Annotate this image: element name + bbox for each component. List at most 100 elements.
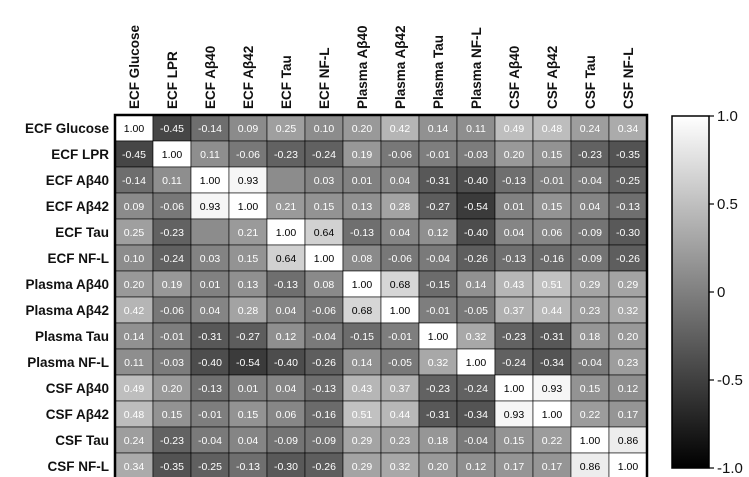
- heatmap-cell: [228, 400, 268, 428]
- cell-value-label: 0.20: [162, 383, 183, 395]
- heatmap-cell: [380, 296, 420, 324]
- cell-value-label: 1.00: [124, 123, 145, 135]
- cell-value-label: 1.00: [276, 227, 297, 239]
- cell-value-label: 0.34: [124, 461, 145, 473]
- row-label-ecf-ab42: ECF Aβ42: [46, 199, 109, 214]
- col-label-plasma-tau: Plasma Tau: [431, 35, 446, 109]
- cell-value-label: 1.00: [542, 409, 563, 421]
- heatmap-cell: [228, 348, 268, 376]
- cell-value-label: 0.13: [352, 201, 373, 213]
- cell-value-label: 0.32: [428, 357, 449, 369]
- cell-value-label: 0.06: [542, 227, 563, 239]
- cell-value-label: 0.37: [390, 383, 411, 395]
- heatmap-cell: [304, 114, 344, 142]
- cell-value-label: 0.17: [618, 409, 639, 421]
- heatmap-cell: [342, 296, 382, 324]
- heatmap-cell: [456, 426, 496, 454]
- cell-value-label: -0.31: [426, 175, 450, 187]
- cell-value-label: -0.01: [160, 331, 184, 343]
- heatmap-cell: [152, 296, 192, 324]
- cell-value-label: 0.19: [352, 149, 373, 161]
- cell-value-label: -0.06: [388, 149, 412, 161]
- heatmap-cell: [228, 374, 268, 402]
- cell-value-label: -0.34: [540, 357, 564, 369]
- cell-value-label: 0.09: [124, 201, 145, 213]
- heatmap-cell: [380, 114, 420, 142]
- heatmap-cell: [418, 322, 458, 350]
- heatmap-cell: [228, 192, 268, 220]
- cell-value-label: 0.15: [542, 201, 563, 213]
- heatmap-cell: [266, 452, 306, 477]
- cell-value-label: 0.86: [580, 461, 601, 473]
- col-label-ecf-tau: ECF Tau: [279, 55, 294, 109]
- cell-value-label: 0.04: [200, 305, 221, 317]
- heatmap-cell: [380, 244, 420, 272]
- cell-value-label: 0.44: [390, 409, 411, 421]
- cell-value-label: 0.32: [618, 305, 639, 317]
- cell-value-label: 0.34: [618, 123, 639, 135]
- cell-value-label: 0.12: [428, 227, 449, 239]
- heatmap-cell: [380, 452, 420, 477]
- cell-value-label: -0.13: [236, 461, 260, 473]
- cell-value-label: 0.37: [504, 305, 525, 317]
- cell-value-label: -0.31: [540, 331, 564, 343]
- cell-value-label: 0.20: [428, 461, 449, 473]
- cell-value-label: 0.23: [390, 435, 411, 447]
- cell-value-label: 0.21: [276, 201, 297, 213]
- cell-value-label: 0.17: [504, 461, 525, 473]
- cell-value-label: 0.03: [314, 175, 335, 187]
- cell-value-label: 0.43: [352, 383, 373, 395]
- col-label-csf-ab40: CSF Aβ40: [507, 46, 522, 109]
- cell-value-label: 0.42: [390, 123, 411, 135]
- heatmap-cell: [152, 270, 192, 298]
- heatmap-cell: [342, 348, 382, 376]
- heatmap-cell: [494, 244, 534, 272]
- cell-value-label: 0.18: [428, 435, 449, 447]
- cell-value-label: 0.11: [124, 357, 144, 369]
- heatmap-border: [113, 113, 649, 477]
- heatmap-cell: [418, 140, 458, 168]
- heatmap-cell: [114, 374, 154, 402]
- cell-value-label: 0.14: [428, 123, 449, 135]
- row-label-plasma-tau: Plasma Tau: [35, 329, 109, 344]
- cell-value-label: -0.30: [274, 461, 298, 473]
- heatmap-cell: [190, 140, 230, 168]
- cell-value-label: 0.11: [200, 149, 220, 161]
- colorbar-ticks: 1.0 0.5 0 -0.5 -1.0: [709, 108, 743, 477]
- cell-value-label: 0.14: [124, 331, 145, 343]
- heatmap-cell: [494, 296, 534, 324]
- cell-value-label: -0.26: [464, 253, 488, 265]
- cell-value-label: 0.28: [390, 201, 411, 213]
- heatmap-cell: [608, 296, 648, 324]
- cell-value-label: -0.06: [388, 253, 412, 265]
- cell-value-label: 0.04: [504, 227, 525, 239]
- cell-value-label: 0.04: [238, 435, 259, 447]
- cell-value-label: -0.03: [464, 149, 488, 161]
- col-label-ecf-nf-l: ECF NF-L: [317, 48, 332, 110]
- cell-value-label: -0.26: [312, 357, 336, 369]
- cell-value-label: 1.00: [504, 383, 525, 395]
- heatmap-cell: [608, 140, 648, 168]
- cell-value-label: 0.44: [542, 305, 563, 317]
- cell-value-label: 1.00: [314, 253, 335, 265]
- heatmap-cell: [570, 140, 610, 168]
- colorbar-tick-label: 0: [717, 284, 725, 301]
- cell-value-label: 0.14: [466, 279, 487, 291]
- cell-value-label: -0.45: [160, 123, 184, 135]
- heatmap-cell: [342, 374, 382, 402]
- heatmap-cell: [608, 322, 648, 350]
- cell-value-label: -0.24: [502, 357, 526, 369]
- cell-value-label: 0.43: [504, 279, 525, 291]
- heatmap-cell: [380, 400, 420, 428]
- heatmap-cell: [570, 218, 610, 246]
- cell-value-label: -0.23: [426, 383, 450, 395]
- heatmap-cell: [532, 322, 572, 350]
- cell-value-label: -0.54: [464, 201, 488, 213]
- cell-value-label: 0.09: [238, 123, 259, 135]
- cell-value-label: 0.06: [276, 409, 297, 421]
- cell-value-label: -0.04: [578, 357, 602, 369]
- cell-value-label: 0.48: [124, 409, 145, 421]
- heatmap-cell: [304, 452, 344, 477]
- col-label-ecf-lpr: ECF LPR: [165, 51, 180, 109]
